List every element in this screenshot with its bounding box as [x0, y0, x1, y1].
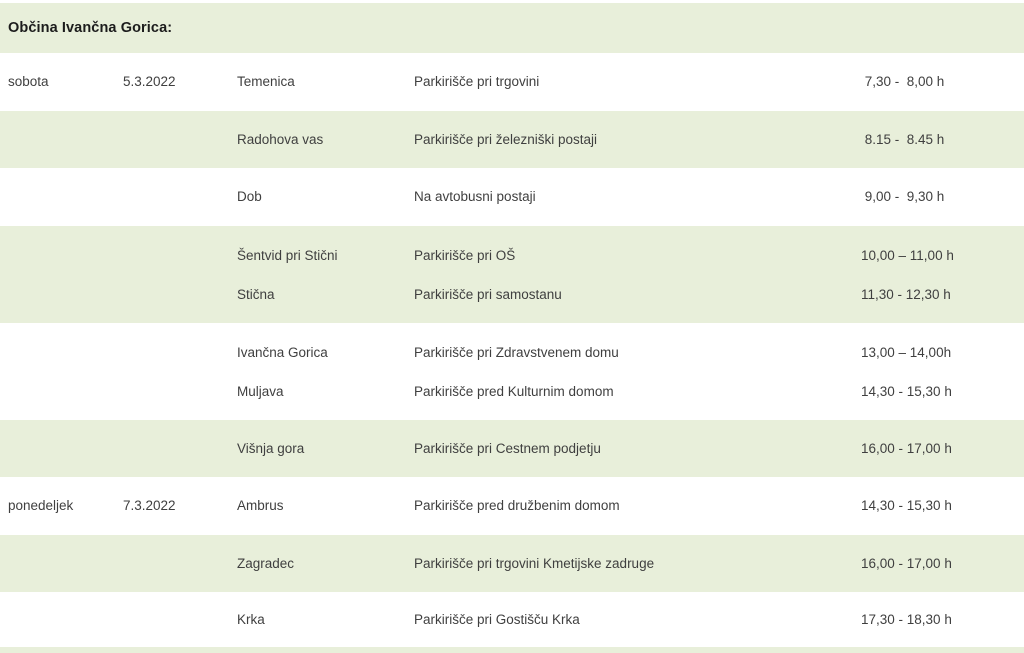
- place-cell: Temenica: [237, 74, 295, 90]
- date-cell: 7.3.2022: [123, 498, 176, 514]
- place-cell: Višnja gora: [237, 440, 305, 456]
- place-cell: Stična: [237, 286, 275, 302]
- schedule-rows: sobota 5.3.2022 Temenica Parkirišče pri …: [0, 53, 1024, 647]
- table-row: ponedeljek 7.3.2022 Ambrus Parkirišče pr…: [0, 477, 1024, 535]
- bottom-row-strip: [0, 647, 1024, 653]
- row-entries: Krka Parkirišče pri Gostišču Krka 17,30 …: [237, 592, 1024, 647]
- time-cell: 14,30 - 15,30 h: [861, 383, 952, 399]
- table-row: Radohova vas Parkirišče pri železniški p…: [0, 110, 1024, 169]
- table-row: Višnja gora Parkirišče pri Cestnem podje…: [0, 419, 1024, 478]
- venue-cell: Parkirišče pri trgovini: [414, 74, 540, 90]
- venue-cell: Parkirišče pri OŠ: [414, 247, 516, 263]
- venue-cell: Parkirišče pri samostanu: [414, 286, 562, 302]
- place-cell: Šentvid pri Stični: [237, 247, 338, 263]
- row-entries: Šentvid pri Stični Parkirišče pri OŠ 10,…: [237, 226, 1024, 323]
- schedule-entry: Stična Parkirišče pri samostanu 11,30 - …: [237, 275, 1024, 314]
- row-entries: Zagradec Parkirišče pri trgovini Kmetijs…: [237, 535, 1024, 593]
- schedule-entry: Muljava Parkirišče pred Kulturnim domom …: [237, 372, 1024, 411]
- venue-cell: Parkirišče pri Cestnem podjetju: [414, 440, 601, 456]
- row-entries: Radohova vas Parkirišče pri železniški p…: [237, 111, 1024, 169]
- venue-cell: Parkirišče pred družbenim domom: [414, 498, 620, 514]
- time-cell: 16,00 - 17,00 h: [861, 555, 952, 571]
- schedule-entry: Temenica Parkirišče pri trgovini 7,30 - …: [237, 74, 1024, 89]
- time-cell: 9,00 - 9,30 h: [861, 189, 945, 205]
- schedule-entry: Ambrus Parkirišče pred družbenim domom 1…: [237, 498, 1024, 513]
- schedule-entry: Zagradec Parkirišče pri trgovini Kmetijs…: [237, 556, 1024, 571]
- day-cell: sobota: [8, 74, 49, 90]
- schedule-entry: Dob Na avtobusni postaji 9,00 - 9,30 h: [237, 189, 1024, 204]
- row-entries: Višnja gora Parkirišče pri Cestnem podje…: [237, 420, 1024, 478]
- venue-cell: Parkirišče pri Zdravstvenem domu: [414, 344, 619, 360]
- top-gap: [0, 0, 1024, 3]
- time-cell: 10,00 – 11,00 h: [861, 247, 954, 263]
- municipality-header: Občina Ivančna Gorica:: [0, 3, 1024, 53]
- row-entries: Ambrus Parkirišče pred družbenim domom 1…: [237, 477, 1024, 535]
- date-cell: 5.3.2022: [123, 74, 176, 90]
- day-cell: ponedeljek: [8, 498, 74, 514]
- time-cell: 13,00 – 14,00h: [861, 344, 952, 360]
- row-entries: Dob Na avtobusni postaji 9,00 - 9,30 h: [237, 168, 1024, 226]
- time-cell: 7,30 - 8,00 h: [861, 74, 945, 90]
- time-cell: 14,30 - 15,30 h: [861, 498, 952, 514]
- schedule-entry: Višnja gora Parkirišče pri Cestnem podje…: [237, 441, 1024, 456]
- schedule-entry: Šentvid pri Stični Parkirišče pri OŠ 10,…: [237, 236, 1024, 275]
- venue-cell: Parkirišče pri železniški postaji: [414, 131, 598, 147]
- table-row: Krka Parkirišče pri Gostišču Krka 17,30 …: [0, 592, 1024, 647]
- schedule-entry: Krka Parkirišče pri Gostišču Krka 17,30 …: [237, 612, 1024, 627]
- schedule-entry: Radohova vas Parkirišče pri železniški p…: [237, 132, 1024, 147]
- time-cell: 8.15 - 8.45 h: [861, 131, 945, 147]
- table-row: Dob Na avtobusni postaji 9,00 - 9,30 h: [0, 168, 1024, 226]
- place-cell: Ivančna Gorica: [237, 344, 328, 360]
- time-cell: 16,00 - 17,00 h: [861, 440, 952, 456]
- place-cell: Krka: [237, 612, 265, 627]
- venue-cell: Parkirišče pri trgovini Kmetijske zadrug…: [414, 555, 655, 571]
- venue-cell: Parkirišče pred Kulturnim domom: [414, 383, 614, 399]
- row-entries: Temenica Parkirišče pri trgovini 7,30 - …: [237, 53, 1024, 111]
- place-cell: Ambrus: [237, 498, 284, 514]
- table-row: sobota 5.3.2022 Temenica Parkirišče pri …: [0, 53, 1024, 111]
- time-cell: 11,30 - 12,30 h: [861, 286, 951, 302]
- row-entries: Ivančna Gorica Parkirišče pri Zdravstven…: [237, 323, 1024, 420]
- venue-cell: Na avtobusni postaji: [414, 189, 536, 205]
- place-cell: Muljava: [237, 383, 284, 399]
- place-cell: Radohova vas: [237, 131, 324, 147]
- place-cell: Dob: [237, 189, 262, 205]
- schedule-entry: Ivančna Gorica Parkirišče pri Zdravstven…: [237, 333, 1024, 372]
- time-cell: 17,30 - 18,30 h: [861, 612, 952, 627]
- table-row: Ivančna Gorica Parkirišče pri Zdravstven…: [0, 322, 1024, 420]
- venue-cell: Parkirišče pri Gostišču Krka: [414, 612, 580, 627]
- place-cell: Zagradec: [237, 555, 295, 571]
- table-row: Šentvid pri Stični Parkirišče pri OŠ 10,…: [0, 225, 1024, 323]
- page-title: Občina Ivančna Gorica:: [8, 20, 173, 36]
- table-row: Zagradec Parkirišče pri trgovini Kmetijs…: [0, 534, 1024, 593]
